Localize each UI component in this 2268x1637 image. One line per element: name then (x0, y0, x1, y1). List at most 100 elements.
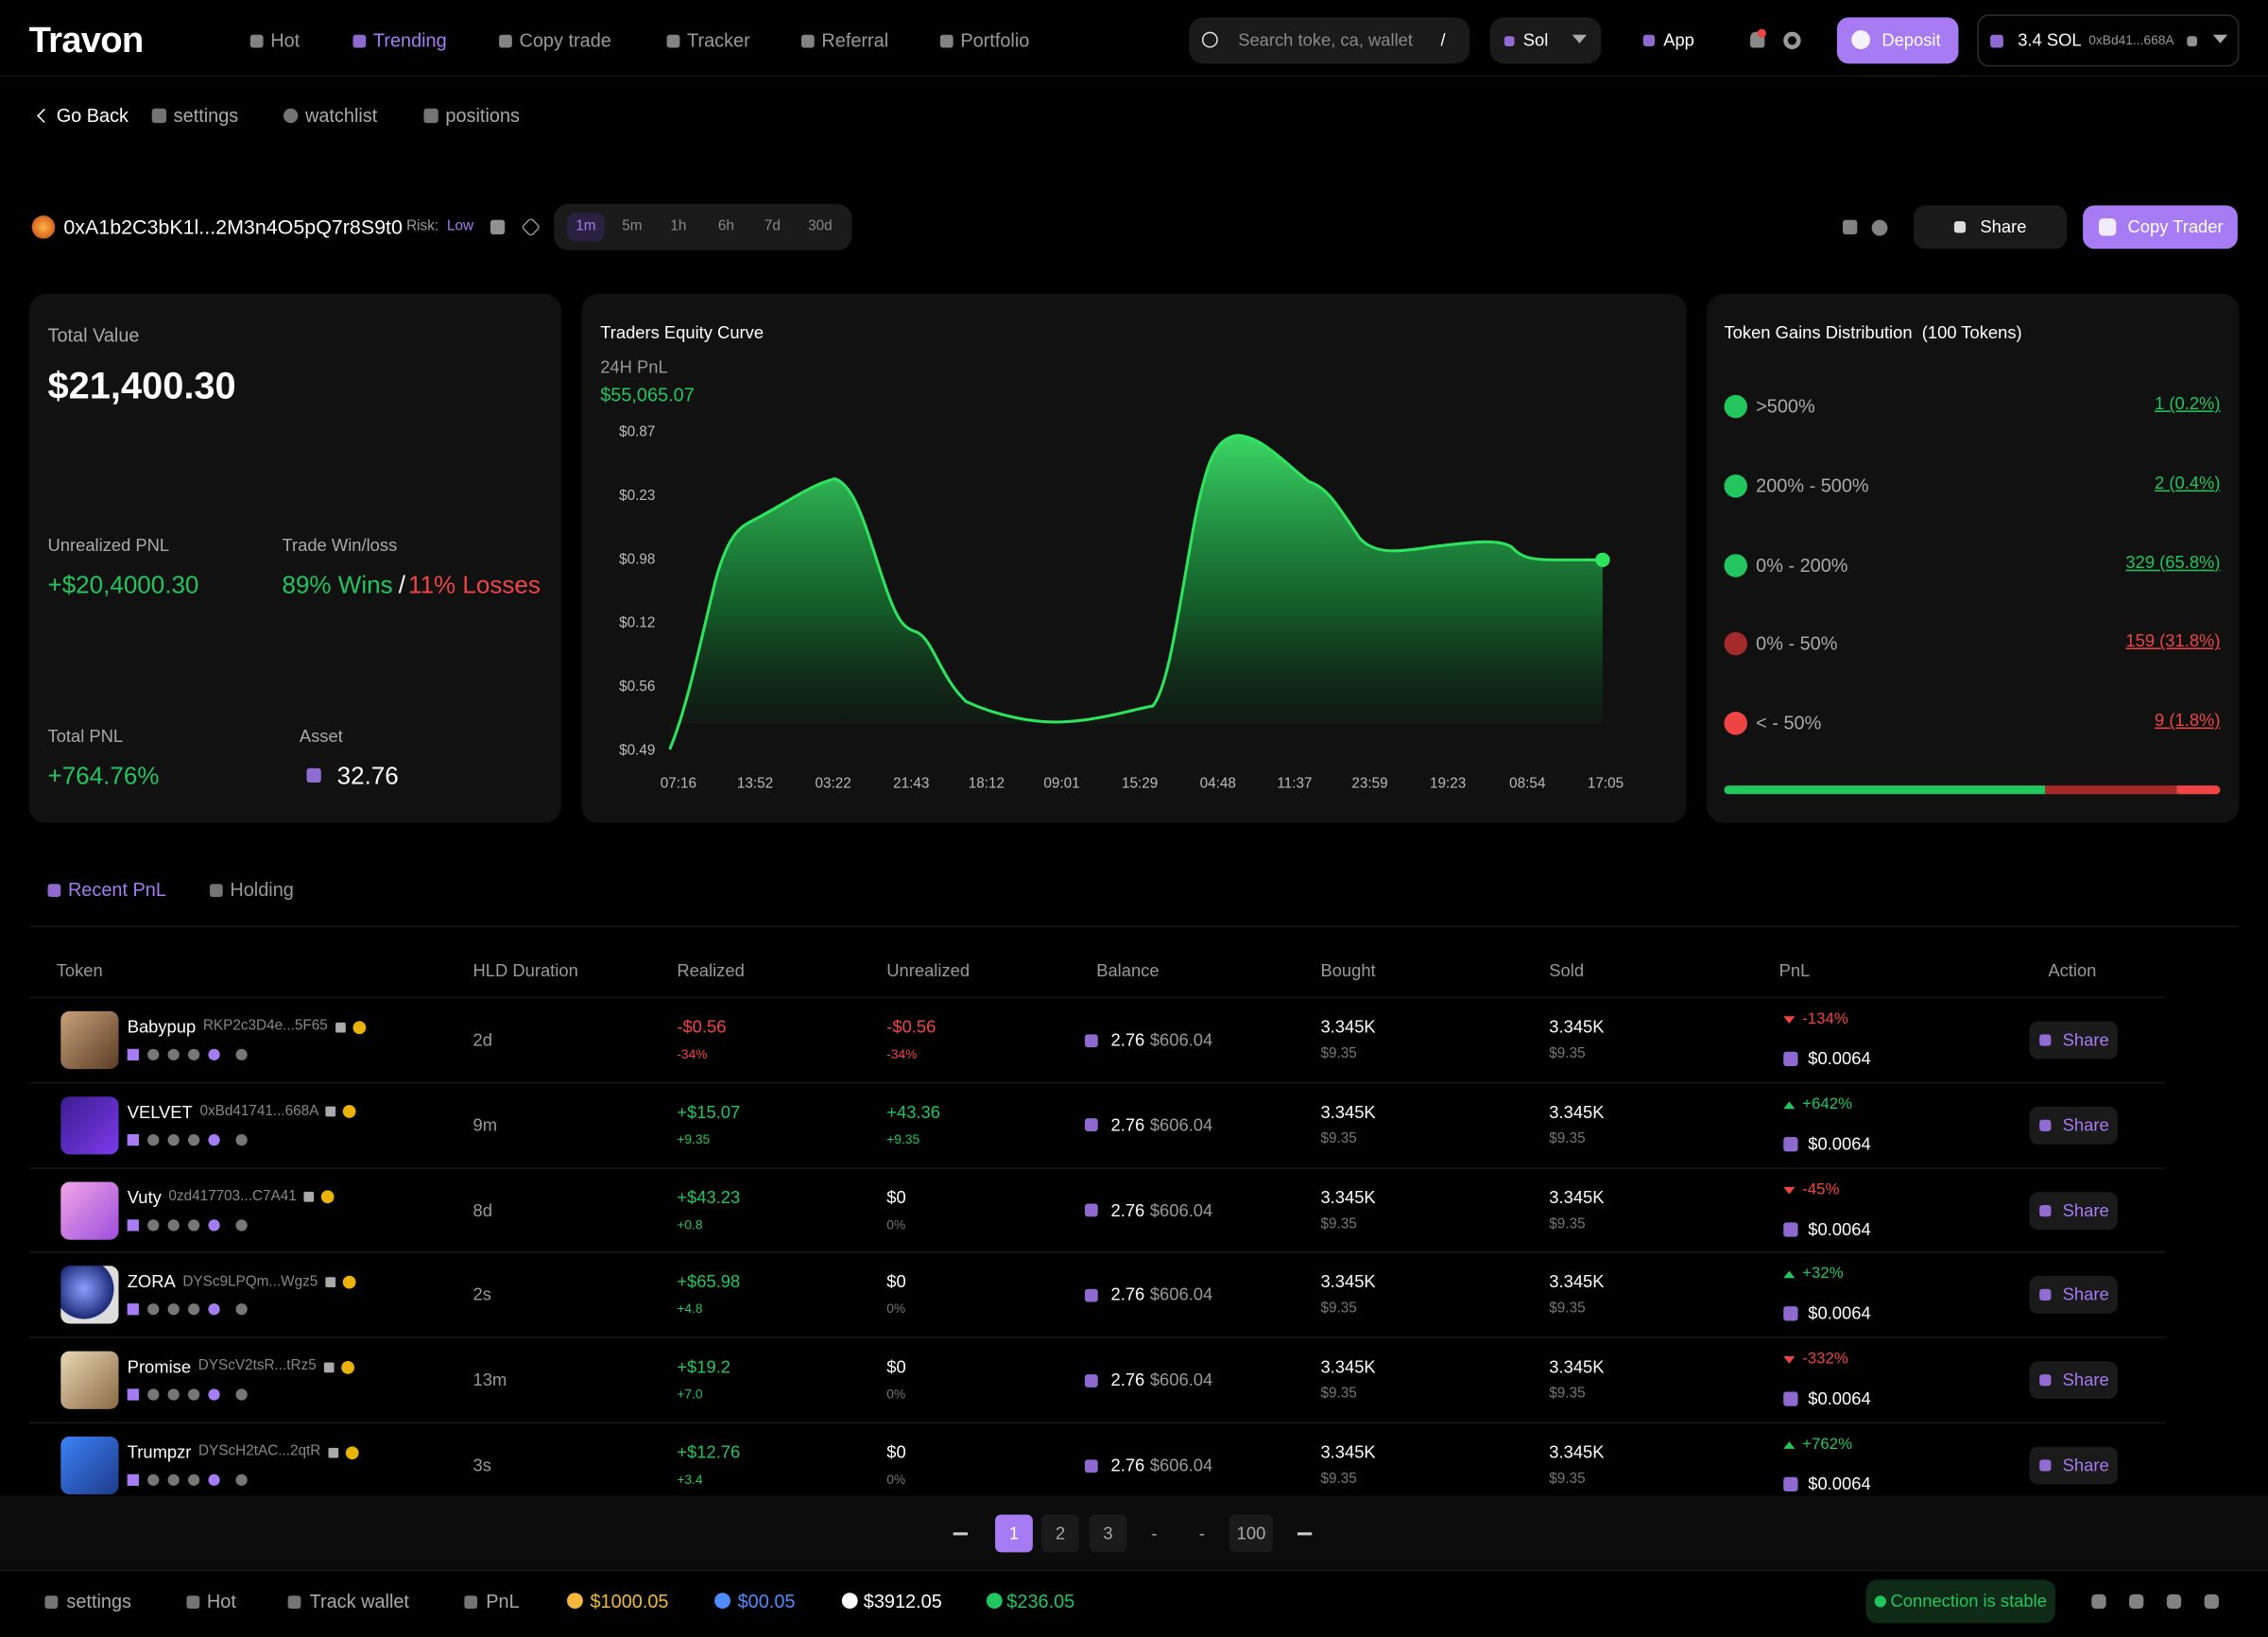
link-icon[interactable] (235, 1388, 248, 1401)
page-button[interactable] (1041, 1514, 1079, 1553)
link-icon[interactable] (235, 1218, 248, 1231)
token-links (127, 1048, 249, 1060)
icon (2039, 1119, 2052, 1131)
link-icon[interactable] (127, 1388, 139, 1401)
favorite-star[interactable] (521, 216, 541, 237)
link-icon[interactable] (127, 1048, 139, 1060)
pnl-pct: +642% (1802, 1094, 1853, 1113)
link-icon[interactable] (147, 1388, 160, 1401)
link-icon[interactable] (147, 1303, 160, 1316)
tab[interactable]: Holding (230, 878, 294, 901)
link-icon[interactable] (208, 1218, 220, 1231)
pagination-bar (0, 1495, 2268, 1570)
link-icon[interactable] (147, 1473, 160, 1486)
distribution-value: 329 (65.8%) (2125, 551, 2221, 573)
footer-item[interactable]: PnL (486, 1590, 520, 1612)
link-icon[interactable] (187, 1388, 200, 1401)
nav-item[interactable]: Hot (270, 28, 301, 51)
icon (186, 1594, 200, 1609)
link-icon[interactable] (235, 1133, 248, 1146)
bought: 3.345K (1320, 1271, 1376, 1293)
footer-item[interactable]: Track wallet (309, 1590, 409, 1612)
footer-item[interactable]: Hot (206, 1590, 236, 1612)
timeframe[interactable]: 1h (670, 218, 687, 234)
link-icon[interactable] (127, 1473, 139, 1486)
link-icon[interactable] (127, 1218, 139, 1231)
link-icon[interactable] (208, 1133, 220, 1146)
link-icon[interactable] (208, 1048, 220, 1060)
page-button[interactable] (1229, 1514, 1273, 1553)
subnav-item[interactable]: settings (173, 104, 239, 127)
share-button[interactable] (1913, 205, 2068, 250)
risk-value: Low (446, 218, 474, 234)
link-icon[interactable] (167, 1218, 180, 1231)
wallet-box[interactable] (1977, 14, 2240, 67)
link-icon[interactable] (187, 1473, 200, 1486)
subnav-item[interactable]: positions (445, 104, 520, 127)
subnav-item[interactable]: watchlist (304, 104, 378, 127)
page-label[interactable]: 2 (1055, 1523, 1066, 1543)
distribution-bar-red (2176, 785, 2221, 795)
timeframe[interactable]: 30d (808, 218, 833, 234)
link-icon[interactable] (167, 1133, 180, 1146)
page-label[interactable]: 1 (1008, 1523, 1020, 1543)
page-label[interactable]: 100 (1236, 1523, 1266, 1543)
logo[interactable]: Travon (28, 20, 145, 61)
link-icon[interactable] (167, 1303, 180, 1316)
link-icon[interactable] (127, 1133, 139, 1146)
link-icon[interactable] (235, 1473, 248, 1486)
link-icon[interactable] (187, 1218, 200, 1231)
badge-icon (320, 1190, 335, 1204)
distribution-value: 2 (0.4%) (2155, 472, 2221, 493)
next-arrow[interactable] (1297, 1532, 1313, 1535)
subnav-item[interactable]: Go Back (56, 104, 129, 127)
link-icon[interactable] (208, 1473, 220, 1486)
bought: 3.345K (1320, 1101, 1376, 1123)
link-icon[interactable] (235, 1303, 248, 1316)
sold: 3.345K (1549, 1441, 1605, 1463)
link-icon[interactable] (167, 1473, 180, 1486)
realized-pct: +0.8 (677, 1216, 703, 1232)
link-icon[interactable] (187, 1303, 200, 1316)
page-button[interactable] (995, 1514, 1033, 1553)
link-icon[interactable] (127, 1303, 139, 1316)
sold: 3.345K (1549, 1186, 1605, 1208)
icon (283, 108, 299, 124)
link-icon[interactable] (147, 1218, 160, 1231)
link-icon[interactable] (208, 1388, 220, 1401)
link-icon[interactable] (147, 1048, 160, 1060)
link-icon[interactable] (187, 1048, 200, 1060)
balance: 2.76 (1110, 1284, 1145, 1305)
prev-arrow[interactable] (953, 1532, 968, 1535)
link-icon[interactable] (167, 1048, 180, 1060)
footer-divider (0, 1569, 2268, 1572)
settings-icon[interactable] (1783, 31, 1801, 50)
nav-item[interactable]: Trending (372, 28, 447, 51)
link-icon[interactable] (208, 1303, 220, 1316)
timeframe[interactable]: 5m (622, 218, 643, 234)
link-icon[interactable] (147, 1133, 160, 1146)
footer-item[interactable]: settings (66, 1590, 131, 1612)
page-label[interactable]: - (1151, 1523, 1158, 1543)
asset-value: 32.76 (336, 762, 399, 790)
timeframe[interactable]: 7d (764, 218, 781, 234)
distribution-value: 9 (1.8%) (2155, 710, 2221, 731)
distribution-label: >500% (1756, 395, 1815, 418)
nav-item[interactable]: Referral (821, 28, 889, 51)
bought: 3.345K (1320, 1356, 1376, 1378)
page-label[interactable]: - (1198, 1523, 1205, 1543)
page-button[interactable] (1089, 1514, 1127, 1553)
link-icon[interactable] (167, 1388, 180, 1401)
token-name: Promise (127, 1356, 192, 1378)
nav-item[interactable]: Tracker (687, 28, 750, 51)
nav-item[interactable]: Copy trade (519, 28, 611, 51)
page-label[interactable]: 3 (1103, 1523, 1113, 1543)
timeframe[interactable]: 1m (576, 218, 596, 234)
tab[interactable]: Recent PnL (67, 878, 166, 901)
link-icon[interactable] (187, 1133, 200, 1146)
nav-item[interactable]: Portfolio (960, 28, 1030, 51)
link-icon[interactable] (235, 1048, 248, 1060)
search-box[interactable] (1189, 17, 1470, 64)
app-link[interactable]: App (1663, 29, 1694, 51)
timeframe[interactable]: 6h (717, 218, 734, 234)
